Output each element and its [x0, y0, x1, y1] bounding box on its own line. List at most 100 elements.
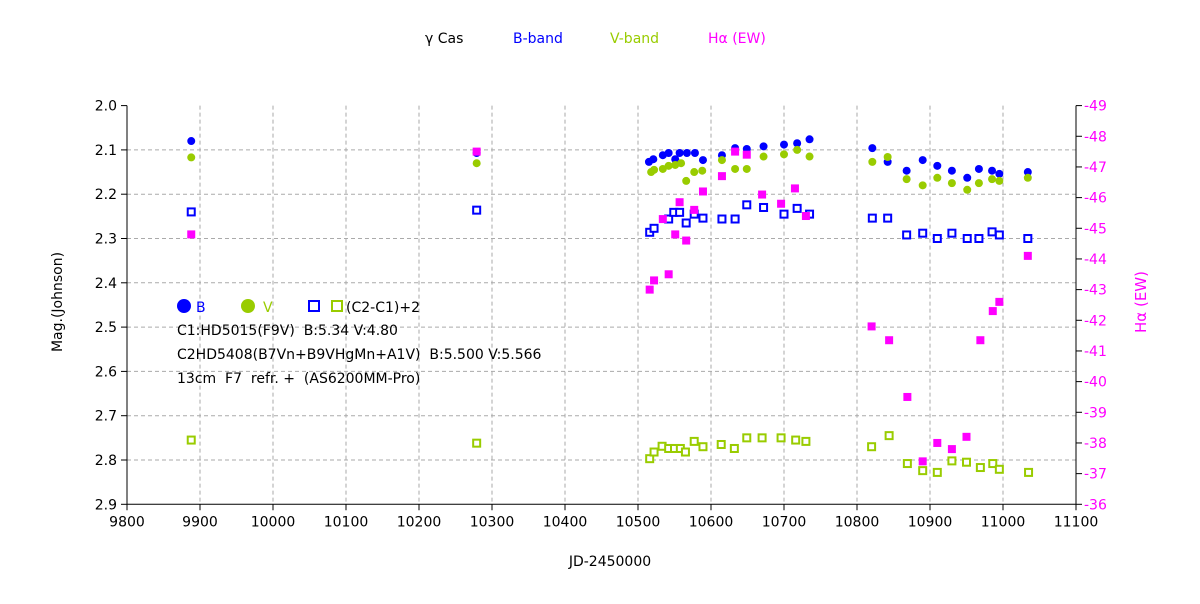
x-tick-label: 10900 [908, 514, 953, 530]
x-tick-label: 10200 [397, 514, 442, 530]
point-c2-c1-2-v [1024, 467, 1034, 477]
point-c2-c1-2-b [987, 227, 997, 237]
point-b [995, 169, 1004, 178]
y2-tick-label: -42 [1084, 313, 1107, 329]
point-h-ew [885, 336, 894, 345]
point-b [780, 140, 788, 149]
y2-tick-label: -37 [1084, 467, 1107, 483]
y2-tick-label: -48 [1084, 129, 1107, 145]
y-tick-label: 2.2 [95, 187, 117, 203]
point-c2-c1-2-b [759, 202, 769, 212]
point-h-ew [918, 457, 927, 466]
point-c2-c1-2-b [918, 228, 928, 238]
point-c2-c1-2-b [675, 207, 685, 217]
point-h-ew [790, 184, 799, 193]
point-v [902, 175, 911, 184]
x-tick-label: 10800 [835, 514, 880, 530]
point-h-ew [777, 199, 786, 208]
y2-tick-label: -47 [1084, 160, 1107, 176]
point-h-ew [801, 212, 810, 221]
y-axis-label: Mag.(Johnson) [50, 252, 66, 352]
point-c2-c1-2-b [792, 203, 802, 213]
point-c2-c1-2-b [974, 234, 984, 243]
point-c2-c1-2-b [883, 213, 893, 223]
point-b [988, 166, 997, 175]
y-tick-label: 2.9 [95, 497, 117, 513]
legend-note-c2: C2HD5408(B7Vn+B9VHgMn+A1V) B:5.500 V:5.5… [177, 347, 542, 363]
y2-tick-label: -38 [1084, 436, 1107, 452]
point-h-ew [698, 187, 707, 196]
point-h-ew [472, 147, 481, 156]
point-c2-c1-2-v [742, 433, 752, 443]
point-b [1023, 168, 1032, 177]
legend-note-instrument: 13cm F7 refr. + (AS6200MM-Pro) [177, 371, 420, 387]
legend-label-b: B [196, 300, 206, 316]
y-tick-label: 2.6 [95, 364, 117, 380]
point-v [947, 179, 956, 188]
point-c2-c1-2-b [649, 223, 659, 233]
point-v [883, 152, 892, 161]
point-h-ew [867, 322, 876, 331]
point-v [988, 175, 997, 184]
point-c2-c1-2-b [932, 234, 942, 243]
point-v [698, 166, 707, 175]
point-b [664, 149, 673, 158]
legend-marker-c2c1-v [331, 300, 343, 312]
point-v [793, 145, 802, 154]
legend-note-c1: C1:HD5015(F9V) B:5.34 V:4.80 [177, 323, 398, 339]
point-c2-c1-2-b [717, 214, 727, 224]
point-c2-c1-2-v [947, 456, 957, 466]
point-c2-c1-2-v [716, 439, 726, 449]
y2-tick-label: -45 [1084, 221, 1107, 237]
y-tick-label: 2.5 [95, 320, 117, 336]
x-tick-label: 10500 [616, 514, 661, 530]
point-c2-c1-2-v [698, 442, 708, 452]
point-b [793, 139, 802, 148]
point-b [649, 155, 658, 164]
point-b [671, 155, 680, 164]
point-v [868, 157, 877, 166]
point-c2-c1-2-v [994, 464, 1004, 474]
point-b [963, 173, 972, 182]
y-tick-label: 2.0 [95, 99, 117, 115]
x-tick-label: 10100 [324, 514, 369, 530]
point-c2-c1-2-v [186, 435, 196, 445]
point-c2-c1-2-v [975, 463, 985, 473]
y2-tick-label: -39 [1084, 405, 1107, 421]
point-h-ew [675, 198, 684, 207]
x-tick-label: 9800 [109, 514, 145, 530]
point-c2-c1-2-b [472, 205, 482, 215]
point-c2-c1-2-b [681, 218, 691, 228]
point-v [677, 159, 686, 168]
point-c2-c1-2-b [779, 209, 789, 219]
point-h-ew [690, 205, 699, 214]
point-v [187, 153, 196, 162]
point-h-ew [1023, 251, 1032, 260]
y2-tick-label: -46 [1084, 191, 1107, 207]
point-b [933, 161, 942, 170]
y-tick-label: 2.3 [95, 232, 117, 248]
point-h-ew [187, 230, 196, 239]
point-c2-c1-2-b [902, 230, 912, 240]
point-c2-c1-2-b [1023, 234, 1033, 243]
point-v [690, 168, 699, 177]
y2-axis-label: Hα (EW) [1132, 271, 1150, 333]
point-v [717, 156, 726, 165]
y2-tick-label: -44 [1084, 252, 1107, 268]
point-v [650, 165, 659, 174]
point-c2-c1-2-v [867, 442, 877, 452]
legend-label-v: V [263, 300, 273, 316]
point-c2-c1-2-v [791, 435, 801, 445]
point-b [868, 144, 877, 153]
point-b [918, 156, 927, 165]
point-b [690, 149, 699, 158]
x-axis-label: JD-2450000 [568, 554, 651, 570]
point-v [963, 185, 972, 194]
point-b [682, 149, 691, 158]
point-b [698, 156, 707, 165]
axes [121, 105, 1082, 511]
legend-marker-v [241, 299, 255, 313]
x-tick-label: 10400 [543, 514, 588, 530]
point-h-ew [664, 270, 673, 279]
point-c2-c1-2-v [776, 433, 786, 443]
